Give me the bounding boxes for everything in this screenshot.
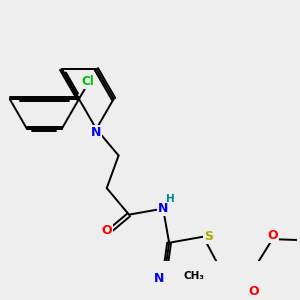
Text: N: N [154, 272, 164, 285]
Text: O: O [101, 224, 112, 237]
Text: N: N [158, 202, 168, 215]
Text: O: O [267, 229, 278, 242]
Text: CH₃: CH₃ [183, 272, 204, 281]
Text: H: H [167, 194, 175, 204]
Text: O: O [248, 284, 259, 298]
Text: S: S [204, 230, 213, 243]
Text: Cl: Cl [81, 75, 94, 88]
Text: N: N [91, 126, 101, 139]
